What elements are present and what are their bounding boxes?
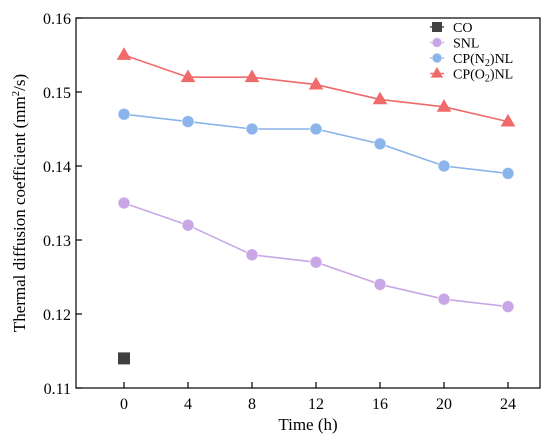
y-axis-label-end: /s) [10, 74, 29, 91]
data-point [181, 115, 195, 129]
series-line [123, 202, 509, 308]
data-point [308, 76, 324, 90]
data-point [373, 137, 387, 151]
data-point [117, 196, 131, 210]
data-point [117, 107, 131, 121]
series-group [117, 196, 515, 314]
y-tick-label: 0.14 [43, 159, 71, 176]
data-point [437, 292, 451, 306]
legend-label-part: CP(O [453, 68, 485, 83]
legend-label: CP(N2)NL [453, 52, 513, 69]
y-tick-label: 0.11 [44, 381, 71, 398]
series-layer [116, 47, 516, 365]
legend-label: SNL [453, 37, 479, 52]
y-tick-label: 0.15 [43, 85, 71, 102]
legend-item: CP(N2)NL [430, 52, 513, 69]
legend-label-part: )NL [490, 68, 513, 83]
legend-marker [430, 66, 444, 78]
data-point [245, 248, 259, 262]
y-axis-label-sup: 2 [10, 91, 22, 97]
x-tick-label: 12 [308, 396, 324, 413]
data-point [116, 47, 132, 60]
data-point [118, 352, 130, 365]
series-group [116, 47, 516, 127]
y-tick-label: 0.12 [43, 307, 71, 324]
x-tick-label: 20 [436, 396, 452, 413]
legend-item: CO [430, 21, 472, 36]
ticks-layer: 0 4 8 12 16 20 24 0.11 0.12 0.13 0.14 0.15 0.16 [43, 11, 516, 413]
data-point [181, 218, 195, 232]
data-point [373, 277, 387, 291]
legend-label-part: 2 [485, 74, 490, 85]
legend-marker [431, 52, 443, 64]
legend-item: SNL [430, 37, 479, 52]
legend-label-part: CP(N [453, 52, 485, 67]
x-tick-label: 24 [500, 396, 516, 413]
legend-item: CP(O2)NL [430, 66, 513, 85]
data-point [245, 122, 259, 136]
data-point [500, 113, 516, 127]
data-point [501, 300, 515, 314]
y-axis-label-main: Thermal diffusion coefficient (mm [10, 96, 29, 332]
legend-marker [432, 22, 442, 32]
data-point [309, 255, 323, 269]
x-tick-label: 4 [184, 396, 192, 413]
data-point [436, 99, 452, 112]
legend-label: CP(O2)NL [453, 68, 513, 85]
x-tick-label: 16 [372, 396, 388, 413]
data-point [244, 69, 260, 83]
y-tick-label: 0.13 [43, 233, 71, 250]
data-point [309, 122, 323, 136]
x-tick-label: 0 [120, 396, 128, 413]
y-tick-label: 0.16 [43, 11, 71, 28]
data-point [372, 91, 388, 105]
legend-label-part: SNL [453, 37, 479, 52]
legend-label: CO [453, 21, 472, 36]
plot-frame [75, 17, 541, 389]
data-point [180, 69, 196, 83]
data-point [437, 159, 451, 173]
legend-label-part: CO [453, 21, 472, 36]
legend-label-part: 2 [485, 58, 490, 69]
legend-marker [431, 37, 443, 48]
plot-area [75, 17, 541, 389]
x-tick-label: 8 [248, 396, 256, 413]
legend-label-part: )NL [490, 52, 513, 67]
x-axis-label: Time (h) [278, 415, 337, 434]
data-point [501, 166, 515, 180]
series-group [117, 107, 515, 180]
series-group [118, 352, 130, 365]
y-axis-label: Thermal diffusion coefficient (mm2/s) [10, 74, 29, 332]
